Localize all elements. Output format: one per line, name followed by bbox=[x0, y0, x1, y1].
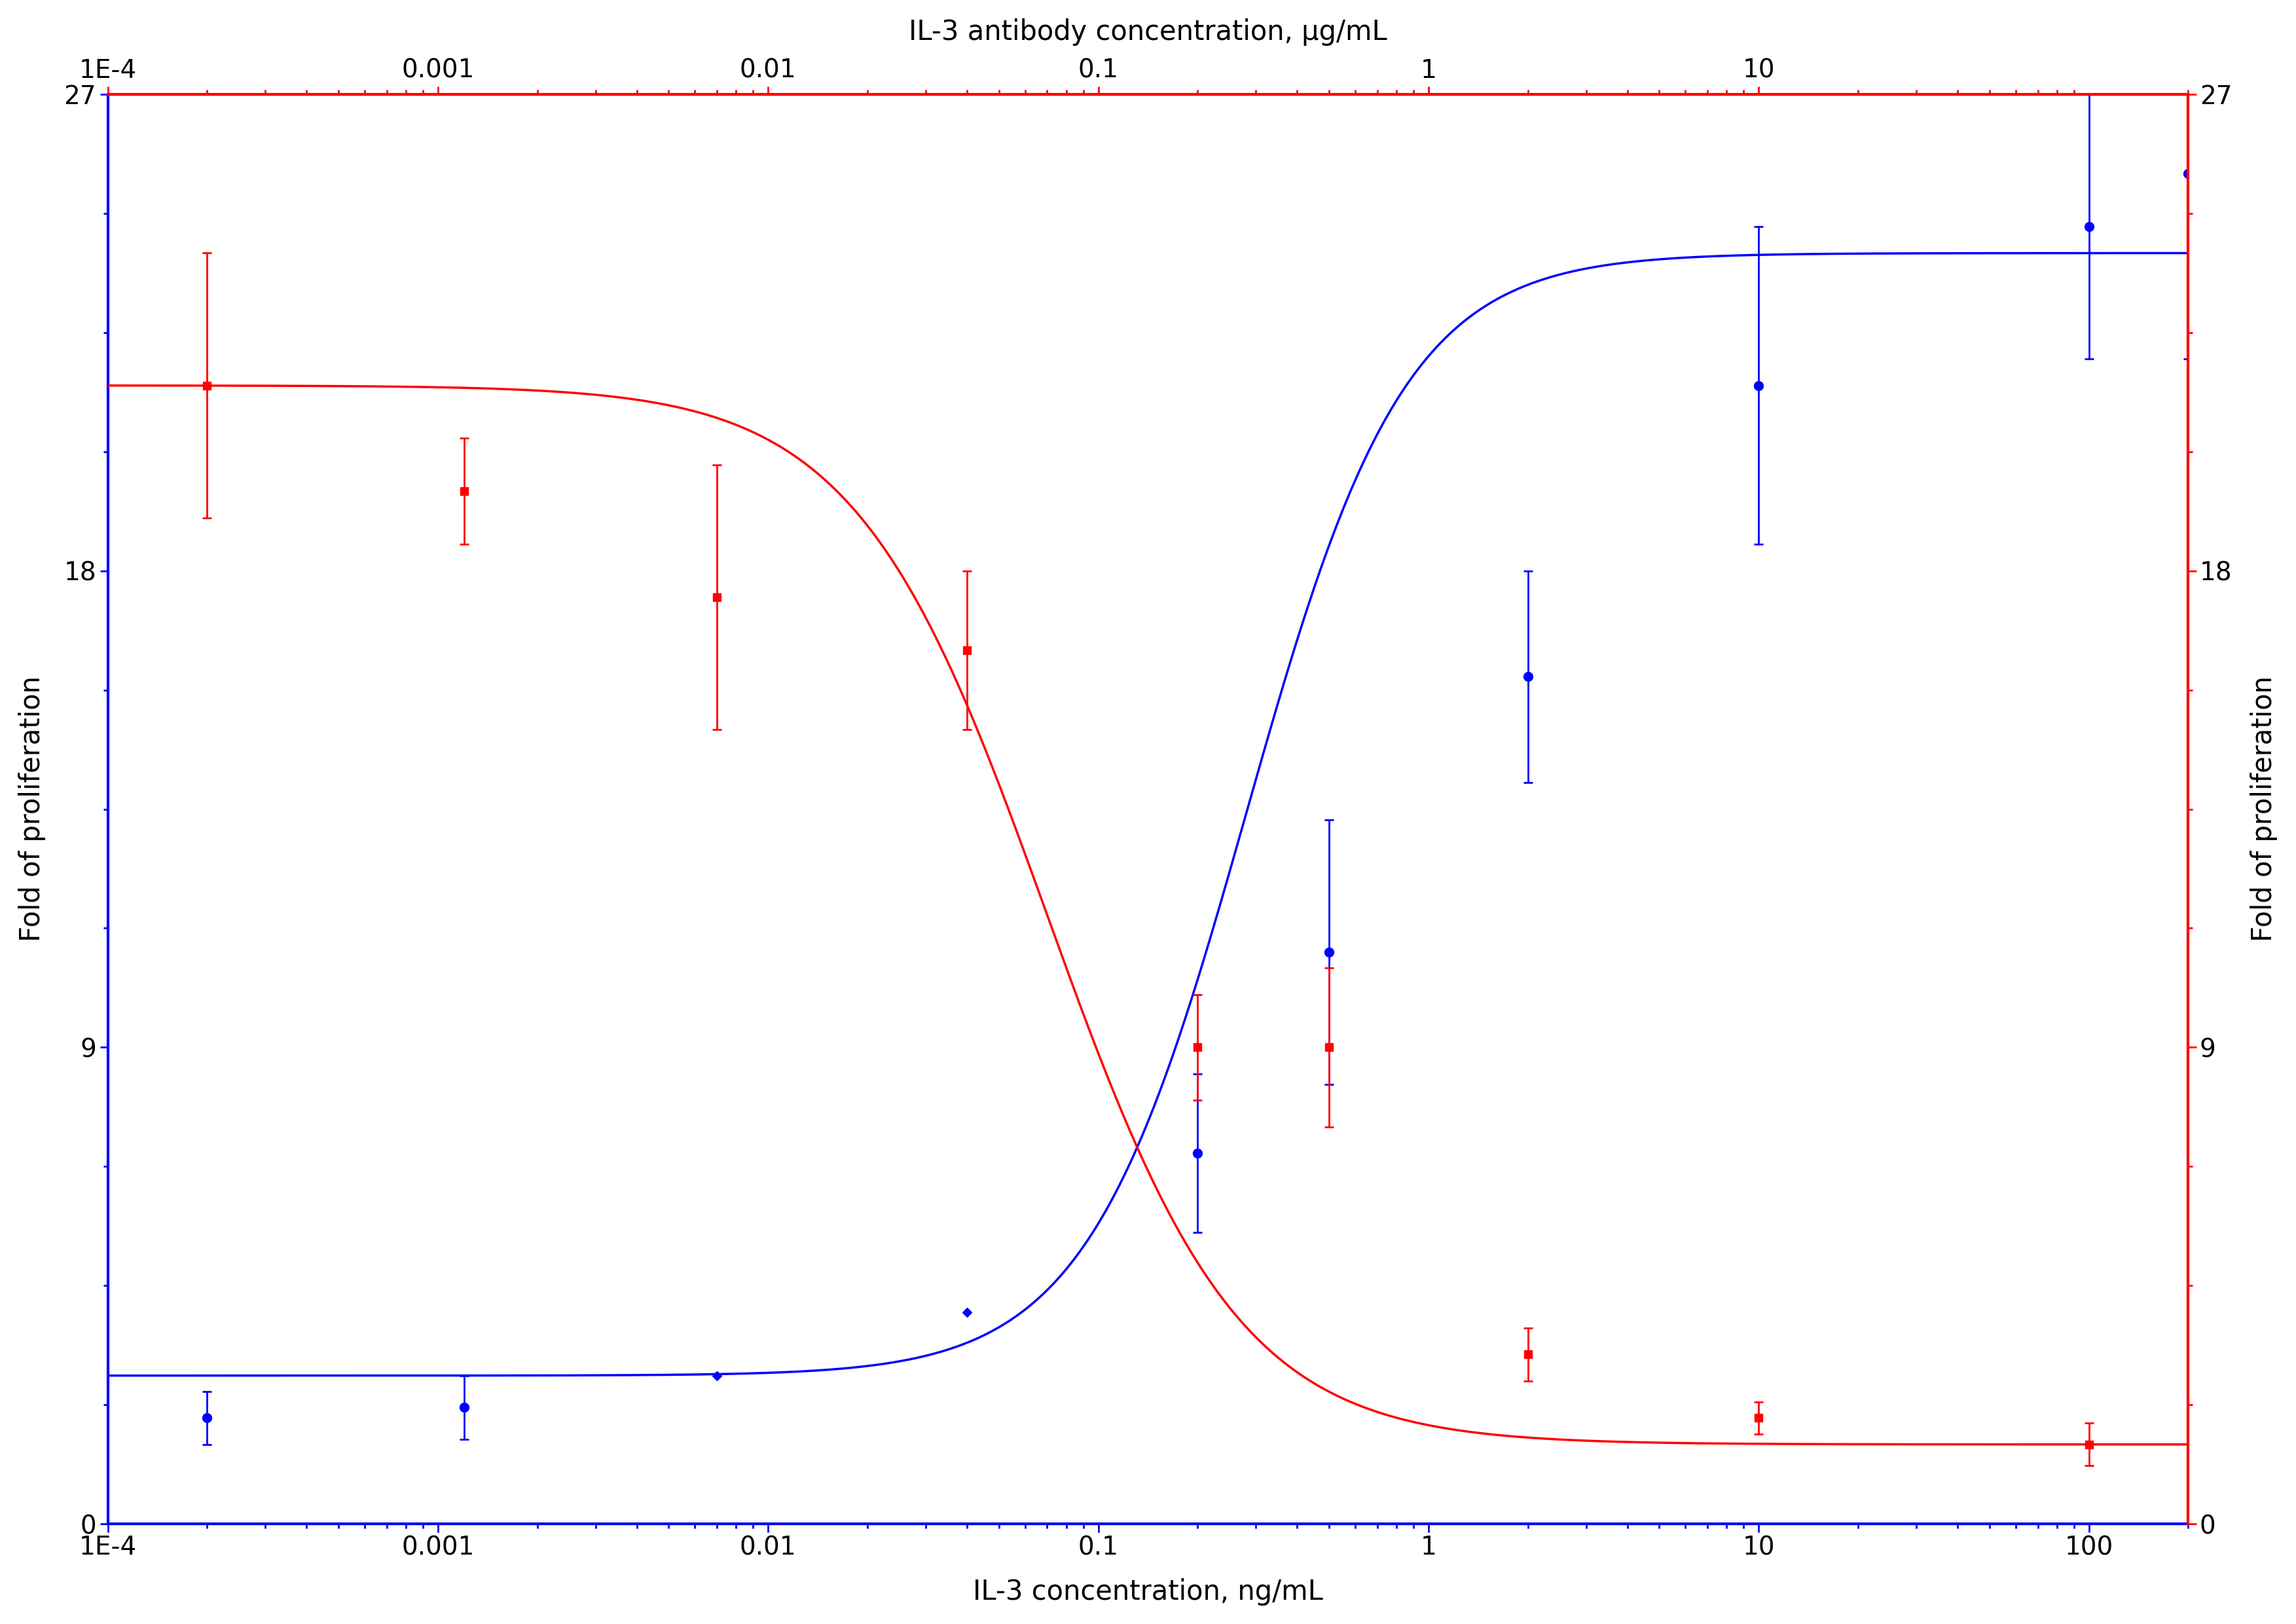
X-axis label: IL-3 concentration, ng/mL: IL-3 concentration, ng/mL bbox=[974, 1579, 1322, 1606]
Y-axis label: Fold of proliferation: Fold of proliferation bbox=[18, 676, 46, 942]
X-axis label: IL-3 antibody concentration, μg/mL: IL-3 antibody concentration, μg/mL bbox=[909, 18, 1387, 45]
Y-axis label: Fold of proliferation: Fold of proliferation bbox=[2250, 676, 2278, 942]
